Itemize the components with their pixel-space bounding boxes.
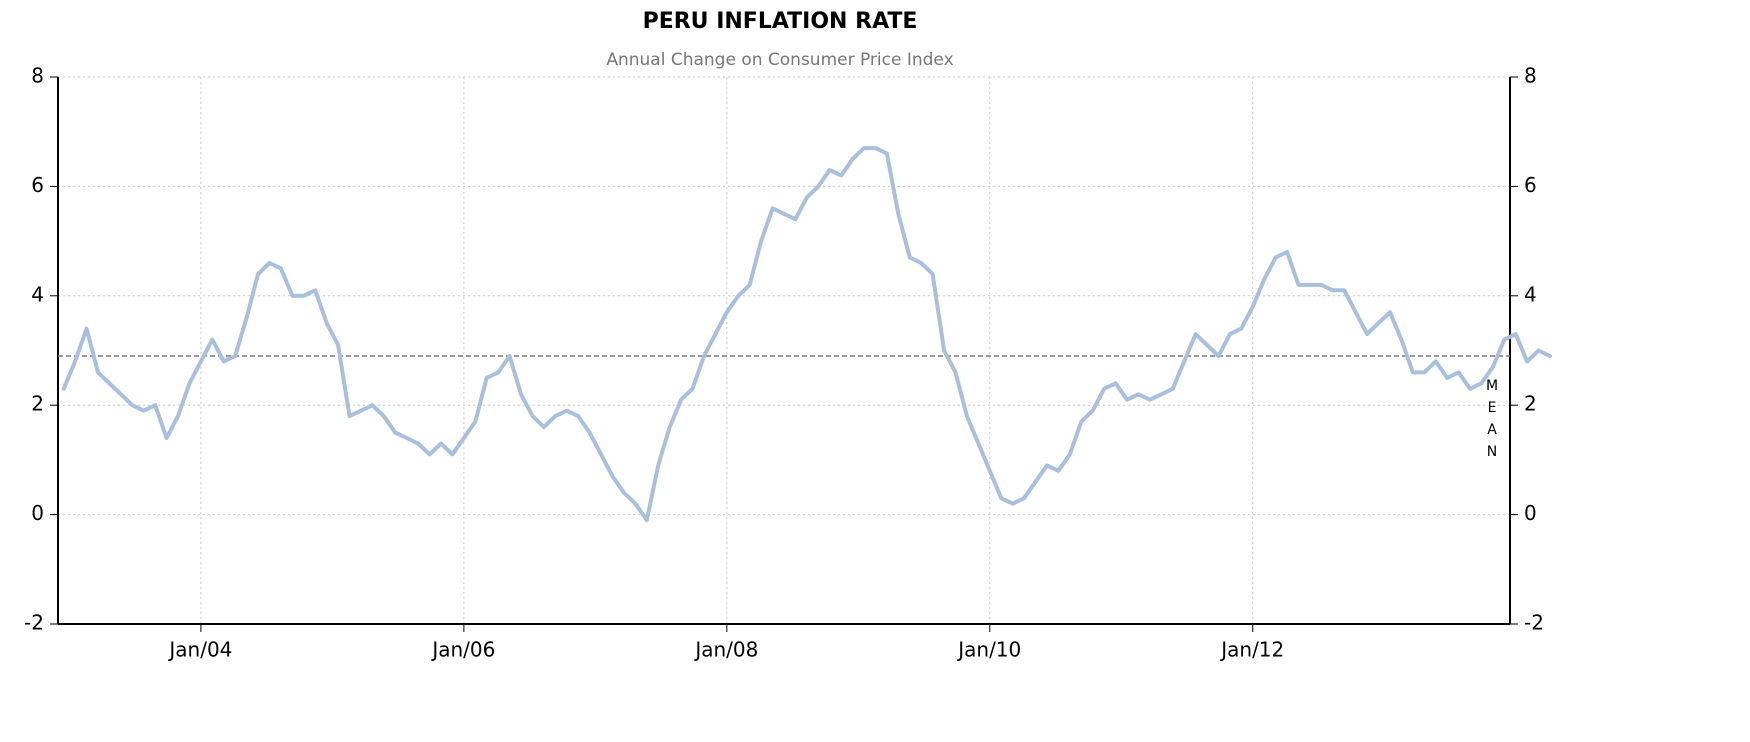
y2-tick-label: 0 <box>1524 501 1537 525</box>
y2-tick-label: 6 <box>1524 173 1537 197</box>
chart-subtitle: Annual Change on Consumer Price Index <box>606 50 953 70</box>
x-tick-label: Jan/10 <box>956 638 1021 662</box>
mean-label: MEAN <box>1484 378 1500 466</box>
x-tick-label: Jan/06 <box>430 638 495 662</box>
line-series <box>61 146 1552 523</box>
y-tick-label: 0 <box>31 501 44 525</box>
y-tick-label: 8 <box>31 64 44 88</box>
chart-title: PERU INFLATION RATE <box>643 9 918 34</box>
y-tick-label: 6 <box>31 173 44 197</box>
y-tick-label: 4 <box>31 282 44 306</box>
x-tick-label: Jan/04 <box>167 638 232 662</box>
x-tick-label: Jan/08 <box>693 638 758 662</box>
y2-tick-label: 4 <box>1524 282 1537 306</box>
y2-tick-label: 2 <box>1524 392 1537 416</box>
y2-tick-label: -2 <box>1524 611 1544 635</box>
y-tick-label: 2 <box>31 392 44 416</box>
y2-tick-label: 8 <box>1524 64 1537 88</box>
y-tick-label: -2 <box>24 611 44 635</box>
x-tick-label: Jan/12 <box>1219 638 1284 662</box>
